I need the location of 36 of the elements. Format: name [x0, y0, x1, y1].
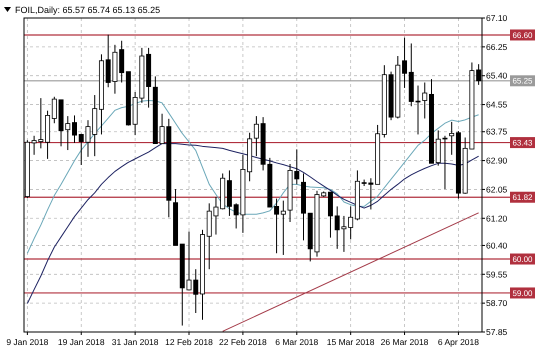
y-tick-label: 63.75 — [486, 126, 508, 137]
candlestick — [193, 268, 198, 314]
line-series — [26, 100, 480, 254]
y-tick-label: 58.70 — [486, 298, 508, 308]
y-tick-label: 66.25 — [486, 42, 508, 52]
ref-line-label: 59.00 — [512, 288, 534, 298]
y-tick-label: 57.85 — [486, 326, 508, 337]
ref-line-label: 66.60 — [512, 30, 534, 40]
ref-line-label: 60.00 — [512, 254, 534, 264]
candlestick — [422, 82, 428, 119]
x-tick-label: 9 Jan 2018 — [6, 337, 49, 347]
ref-line-label: 65.25 — [512, 76, 534, 86]
y-tick-label: 64.55 — [486, 100, 508, 110]
chart-title: FOIL,Daily: 65.57 65.74 65.13 65.25 — [15, 5, 160, 15]
x-tick-label: 6 Apr 2018 — [438, 337, 480, 347]
candlestick — [449, 121, 454, 156]
ref-line-label: 63.43 — [512, 138, 534, 148]
y-tick-label: 62.05 — [486, 184, 508, 194]
x-tick-label: 19 Jan 2018 — [58, 337, 105, 347]
x-tick-label: 12 Feb 2018 — [165, 337, 214, 347]
candlestick — [442, 135, 448, 190]
y-tick-label: 59.55 — [486, 269, 508, 280]
y-tick-label: 62.90 — [486, 156, 508, 166]
x-tick-label: 31 Jan 2018 — [112, 337, 159, 347]
candlestick — [294, 148, 300, 185]
candlestick — [78, 133, 84, 166]
x-tick-label: 22 Feb 2018 — [219, 337, 268, 347]
y-tick-label: 60.40 — [486, 240, 508, 250]
y-tick-label: 65.40 — [486, 70, 508, 81]
ref-line-label: 61.82 — [512, 193, 534, 202]
x-tick-label: 6 Mar 2018 — [275, 337, 319, 347]
x-tick-label: 26 Mar 2018 — [380, 337, 429, 347]
y-tick-label: 67.10 — [486, 12, 508, 23]
y-tick-label: 61.20 — [486, 213, 508, 224]
x-tick-label: 15 Mar 2018 — [326, 337, 375, 347]
candlestick — [280, 200, 286, 256]
